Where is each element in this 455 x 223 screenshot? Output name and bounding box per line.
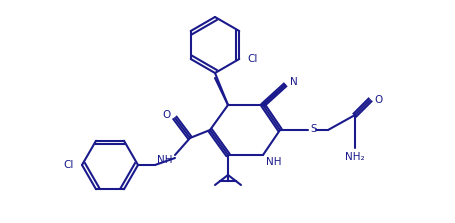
Text: S: S [310, 124, 317, 134]
Text: N: N [290, 77, 298, 87]
Text: NH: NH [266, 157, 282, 167]
Text: O: O [374, 95, 382, 105]
Text: Cl: Cl [64, 160, 74, 170]
Text: O: O [163, 110, 171, 120]
Text: NH: NH [157, 155, 173, 165]
Text: NH₂: NH₂ [345, 152, 365, 162]
Text: Cl: Cl [247, 54, 258, 64]
